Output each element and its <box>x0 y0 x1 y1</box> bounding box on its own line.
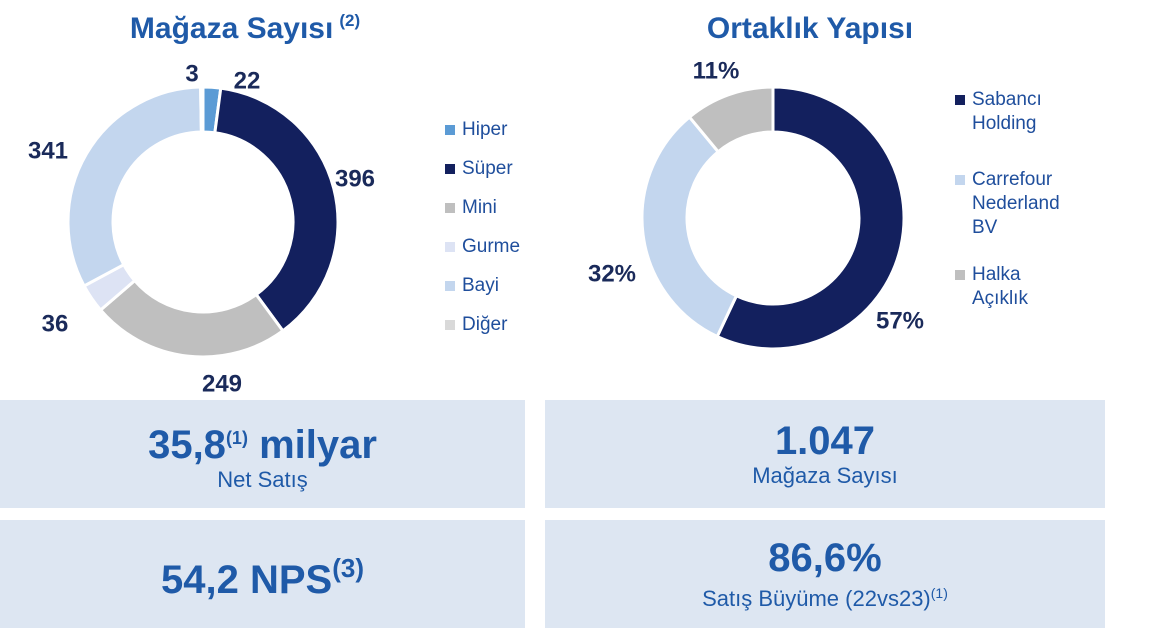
legend-swatch <box>955 270 965 280</box>
charts: Mağaza Sayısı (2) Ortaklık Yapısı 22 396 24… <box>28 11 924 397</box>
legend-item: Sabancı Holding <box>955 88 1080 136</box>
kpi-box: 86,6% Satış Büyüme (22vs23)(1) <box>545 520 1105 628</box>
data-label: 22 <box>234 67 261 94</box>
title-note: (2) <box>339 11 360 30</box>
legend-item: Diğer <box>445 313 507 337</box>
legend-item: Gurme <box>445 235 520 259</box>
legend-label: Mini <box>462 197 497 218</box>
legend-item: Halka Açıklık <box>955 263 1080 311</box>
kpi-box: 35,8(1) milyar Net Satış <box>0 400 525 508</box>
legend-item: Carrefour Nederland BV <box>955 168 1080 240</box>
legend-item: Süper <box>445 157 513 181</box>
data-label: 57% <box>876 307 924 334</box>
donut-slice <box>66 85 203 288</box>
legend-label: Halka Açıklık <box>972 264 1028 309</box>
data-label: 3 <box>185 60 198 87</box>
donut-slice <box>687 85 775 154</box>
data-label: 32% <box>588 260 636 287</box>
donut-slice <box>199 85 205 134</box>
data-label: 11% <box>693 57 740 84</box>
unit: milyar <box>259 422 377 467</box>
value: 54,2 NPS <box>161 558 333 602</box>
donut-slice <box>98 278 285 359</box>
legend-label: Süper <box>462 158 513 179</box>
legend-swatch <box>955 175 965 185</box>
legend-label: Bayi <box>462 275 499 296</box>
legend-swatch <box>445 203 455 213</box>
legend-item: Hiper <box>445 118 507 142</box>
kpi-label: Mağaza Sayısı <box>752 463 898 488</box>
donut-slice <box>640 114 739 339</box>
legend-item: Bayi <box>445 274 499 298</box>
value: 35,8 <box>148 422 226 467</box>
label: Satış Büyüme (22vs23) <box>702 586 931 611</box>
legend-label: Hiper <box>462 119 508 140</box>
data-label: 36 <box>42 310 69 337</box>
legend-swatch <box>445 281 455 291</box>
note: (3) <box>332 553 364 583</box>
kpi-label: Satış Büyüme (22vs23)(1) <box>545 580 1105 612</box>
legend-label: Carrefour Nederland BV <box>972 169 1060 238</box>
legend-swatch <box>445 320 455 330</box>
title-text: Mağaza Sayısı <box>130 12 333 45</box>
data-label: 249 <box>202 370 242 397</box>
legend-label: Gurme <box>462 236 521 257</box>
legend-swatch <box>445 125 455 135</box>
kpi-box: 1.047 Mağaza Sayısı <box>545 400 1105 508</box>
chart-title: Ortaklık Yapısı <box>707 12 913 45</box>
legend-label: Sabancı Holding <box>972 89 1042 134</box>
donut-slice <box>213 86 340 333</box>
chart-title: Mağaza Sayısı (2) <box>130 11 360 45</box>
kpi-value: 54,2 NPS(3) <box>0 546 525 602</box>
kpi-value: 86,6% <box>768 536 882 580</box>
data-label: 341 <box>28 137 68 164</box>
kpi-box: 54,2 NPS(3) <box>0 520 525 628</box>
note: (1) <box>225 427 248 448</box>
legend-swatch <box>445 242 455 252</box>
kpi-label: Net Satış <box>217 466 308 492</box>
donut-slice <box>715 85 906 351</box>
note: (1) <box>930 585 948 601</box>
kpi-value: 35,8(1) milyar <box>0 416 525 467</box>
legend-swatch <box>955 95 965 105</box>
data-label: 396 <box>335 165 375 192</box>
legend-item: Mini <box>445 196 497 220</box>
kpi-value: 1.047 <box>774 419 876 463</box>
legend-label: Diğer <box>462 314 508 335</box>
legend-swatch <box>445 164 455 174</box>
